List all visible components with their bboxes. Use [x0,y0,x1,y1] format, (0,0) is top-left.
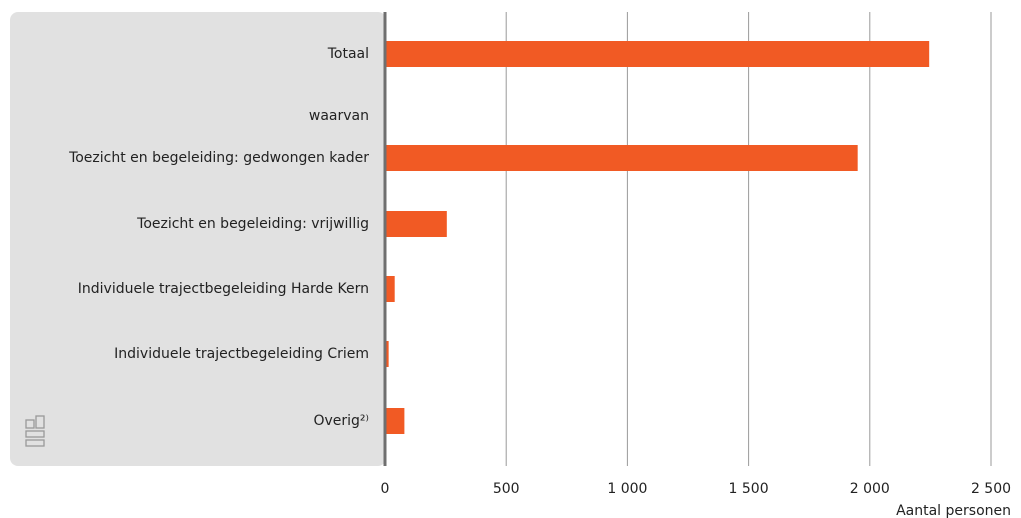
y-tick-label: Toezicht en begeleiding: gedwongen kader [68,150,369,166]
x-tick-label: 0 [381,481,390,497]
x-tick-label: 1 000 [607,481,647,497]
y-tick-label: Totaal [327,46,369,62]
x-tick-label: 2 500 [971,481,1011,497]
bar [385,211,447,237]
y-tick-label: waarvan [309,108,369,124]
bar [385,41,930,67]
x-tick-label: 2 000 [850,481,890,497]
x-axis-title: Aantal personen [896,503,1011,518]
bar [385,276,395,302]
logo [25,415,45,447]
x-tick-label: 500 [493,481,520,497]
label-panel [10,12,386,466]
x-tick-label: 1 500 [729,481,769,497]
bar [385,408,405,434]
bar [385,145,858,171]
y-tick-label: Individuele trajectbegeleiding Criem [114,346,369,362]
y-tick-label: Overig²⁾ [313,413,369,429]
y-tick-label: Individuele trajectbegeleiding Harde Ker… [78,281,369,297]
bar [385,341,389,367]
y-tick-label: Toezicht en begeleiding: vrijwillig [136,216,369,232]
